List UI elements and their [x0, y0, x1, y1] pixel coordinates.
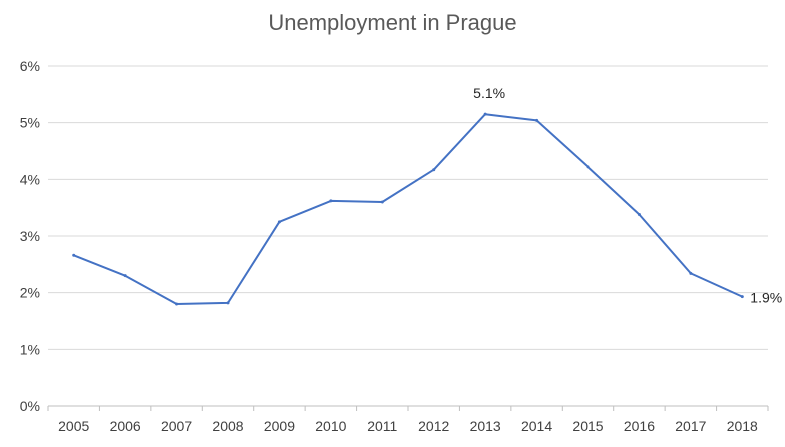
x-tick-label: 2011	[367, 418, 397, 434]
y-tick-label: 6%	[20, 58, 40, 74]
x-tick-label: 2018	[727, 418, 758, 434]
x-tick-label: 2012	[418, 418, 449, 434]
x-tick-label: 2009	[264, 418, 295, 434]
data-label: 5.1%	[473, 85, 505, 101]
data-label: 1.9%	[750, 290, 782, 306]
x-tick-label: 2007	[161, 418, 192, 434]
y-tick-label: 0%	[20, 398, 40, 414]
x-tick-label: 2014	[521, 418, 552, 434]
data-point	[689, 271, 693, 275]
data-point	[226, 301, 230, 305]
data-point	[586, 165, 590, 169]
x-tick-label: 2008	[212, 418, 243, 434]
data-point	[740, 295, 744, 299]
data-point	[432, 168, 436, 172]
x-tick-label: 2017	[675, 418, 706, 434]
data-point	[380, 200, 384, 204]
series-line	[73, 113, 743, 305]
data-point	[535, 118, 539, 122]
y-tick-label: 5%	[20, 115, 40, 131]
x-tick-label: 2005	[58, 418, 89, 434]
y-tick-label: 1%	[20, 341, 40, 357]
data-point	[175, 302, 179, 306]
data-point	[277, 220, 281, 224]
x-tick-label: 2013	[470, 418, 501, 434]
data-point	[637, 212, 641, 216]
y-tick-label: 4%	[20, 171, 40, 187]
y-tick-label: 3%	[20, 228, 40, 244]
data-point	[329, 199, 333, 203]
x-tick-label: 2010	[315, 418, 346, 434]
data-point	[123, 274, 127, 278]
chart-title: Unemployment in Prague	[268, 10, 517, 35]
x-tick-label: 2006	[110, 418, 141, 434]
x-tick-label: 2016	[624, 418, 655, 434]
x-tick-label: 2015	[572, 418, 603, 434]
data-point	[72, 253, 76, 257]
data-point	[483, 112, 487, 116]
y-tick-label: 2%	[20, 285, 40, 301]
